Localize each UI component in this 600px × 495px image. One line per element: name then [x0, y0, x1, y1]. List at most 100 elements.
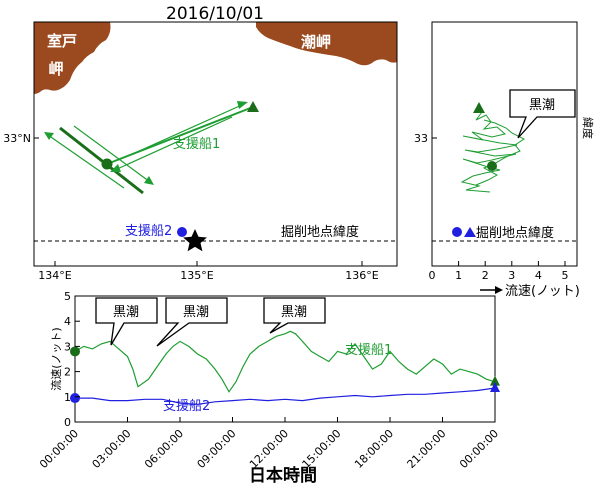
- lat-xlabel: 流速(ノット): [505, 284, 580, 299]
- map-lon-tick: 135°E: [180, 261, 214, 282]
- lat-vessel1-marker: [487, 161, 497, 171]
- arrow-head-icon: [144, 176, 154, 185]
- vessel1-track-line: [59, 126, 144, 195]
- ts-y-tick: 4: [64, 315, 80, 328]
- lat-x-tick-label: 1: [455, 269, 462, 282]
- arrow-head-icon: [44, 132, 54, 140]
- lat-trace-vessel1: [460, 103, 518, 193]
- ts-callout-label: 黒潮: [113, 305, 139, 320]
- ts-series-markers: [70, 346, 500, 404]
- ts-ylabel: 流速(ノット): [49, 327, 63, 390]
- ts-series-start-marker-2: [70, 393, 80, 404]
- map-frame: [33, 21, 398, 267]
- lat-vessel2-triangle-icon: [464, 227, 476, 237]
- vessel2-position-marker: [177, 227, 187, 237]
- callout-box: [509, 89, 576, 139]
- vessel1-drift-arrow: [127, 103, 245, 157]
- ts-series-lines: [75, 330, 495, 406]
- ts-x-tick-label: 15:00:00: [299, 427, 343, 471]
- ts-x-ticks: 00:00:00 03:00:00 06:00:00 09:00:00 12:00:00…: [37, 417, 501, 471]
- lat-x-tick-label: 2: [482, 269, 489, 282]
- ts-x-tick-label: 21:00:00: [404, 427, 448, 471]
- ts-y-tick-label: 0: [64, 416, 71, 429]
- drill-latitude-label: 掘削地点緯度: [281, 224, 359, 240]
- vessel1-label: 支援船1: [173, 137, 220, 152]
- map-lon-tick-label: 135°E: [180, 269, 213, 282]
- ts-x-tick: 12:00:00: [247, 417, 291, 471]
- ts-x-tick: 00:00:00: [457, 417, 501, 471]
- ts-series-end-triangle-icon-1: [490, 375, 500, 386]
- ts-series-end-triangle-icon-2: [490, 381, 500, 392]
- lat-x-ticks: 0 1 2 3 4 5: [429, 261, 569, 282]
- ts-x-tick-label: 00:00:00: [37, 427, 81, 471]
- lat-x-tick-label: 0: [429, 269, 436, 282]
- ts-y-tick: 5: [64, 290, 80, 303]
- ts-callout-label: 黒潮: [183, 305, 209, 320]
- ts-y-tick: 3: [64, 340, 80, 353]
- lat-y-tick-label: 33: [414, 132, 428, 145]
- ts-x-tick-label: 18:00:00: [352, 427, 396, 471]
- ts-y-tick: 0: [64, 416, 80, 429]
- lat-callout-label: 黒潮: [529, 98, 555, 113]
- ts-x-tick-label: 12:00:00: [247, 427, 291, 471]
- ts-y-tick-label: 2: [64, 366, 71, 379]
- ts-x-tick-label: 03:00:00: [89, 427, 133, 471]
- vessel1-end-triangle-icon: [247, 101, 259, 112]
- ts-x-tick: 06:00:00: [142, 417, 186, 471]
- ts-callout-2: 黒潮: [156, 297, 228, 347]
- lat-x-tick-label: 4: [535, 269, 542, 282]
- ts-series-line-2: [75, 387, 495, 406]
- vessel1-drift-arrow: [47, 134, 125, 189]
- land-muroto: [34, 22, 111, 94]
- ts-x-tick: 18:00:00: [352, 417, 396, 471]
- ts-x-tick-label: 00:00:00: [457, 427, 501, 471]
- map-lon-tick: 134°E: [38, 261, 72, 282]
- callout-box: [263, 297, 326, 334]
- vessel1-position-marker: [101, 158, 113, 170]
- ts-y-tick: 2: [64, 366, 80, 379]
- lat-y-tick: 33: [414, 132, 437, 145]
- lat-x-tick: 0: [429, 261, 436, 282]
- ts-series-line-1: [75, 330, 495, 393]
- drill-site-star-icon: [183, 229, 207, 252]
- lat-x-tick: 4: [535, 261, 542, 282]
- land-label-shiomisaki: 潮岬: [301, 33, 331, 51]
- lat-trace-vessel1: [475, 119, 525, 186]
- map-panel: 室戸 岬 潮岬 支援船1 支援船2 掘削地点緯度 134°E 135°E 136…: [3, 21, 398, 282]
- lat-x-tick: 3: [508, 261, 515, 282]
- map-lon-tick-label: 136°E: [345, 269, 378, 282]
- lat-ylabel: 緯度: [581, 117, 595, 139]
- vessel1-track: [44, 101, 259, 195]
- lat-xaxis-label: 流速(ノット): [480, 284, 580, 299]
- land-shiomisaki: [256, 22, 397, 66]
- ts-y-tick-label: 3: [64, 340, 71, 353]
- land-label-muroto-1: 室戸: [47, 32, 77, 50]
- latitude-panel: 黒潮 掘削地点緯度 緯度 33 0 1 2 3 4 5 流速(ノット): [414, 21, 595, 299]
- ts-callout-1: 黒潮: [95, 297, 158, 346]
- ts-x-tick-label: 06:00:00: [142, 427, 186, 471]
- callout-box: [95, 297, 158, 346]
- ts-y-tick-label: 1: [64, 391, 71, 404]
- lat-frame: [431, 21, 578, 267]
- ts-callout-label: 黒潮: [281, 305, 307, 320]
- ts-y-tick-label: 4: [64, 315, 71, 328]
- ts-x-tick: 21:00:00: [404, 417, 449, 471]
- map-lat-tick-label: 33°N: [3, 132, 31, 145]
- ts-x-tick: 09:00:00: [194, 417, 239, 471]
- map-lat-tick: 33°N: [3, 132, 39, 145]
- ts-y-tick: 1: [64, 391, 80, 404]
- arrow-head-icon: [110, 164, 121, 172]
- ts-y-ticks: 0 1 2 3 4 5: [64, 290, 80, 429]
- vessel1-drift-arrow: [114, 116, 233, 171]
- ts-x-tick: 00:00:00: [37, 417, 81, 471]
- ts-x-tick: 15:00:00: [299, 417, 344, 471]
- lat-callout: 黒潮: [509, 89, 576, 139]
- map-lon-tick: 136°E: [345, 261, 379, 282]
- lat-x-tick-label: 5: [562, 269, 569, 282]
- ts-callout-3: 黒潮: [263, 297, 326, 334]
- lat-x-tick: 5: [562, 261, 569, 282]
- figure-title: 2016/10/01: [166, 4, 264, 24]
- map-lon-tick-label: 134°E: [38, 269, 71, 282]
- lat-vessel1-triangle-icon: [473, 102, 485, 113]
